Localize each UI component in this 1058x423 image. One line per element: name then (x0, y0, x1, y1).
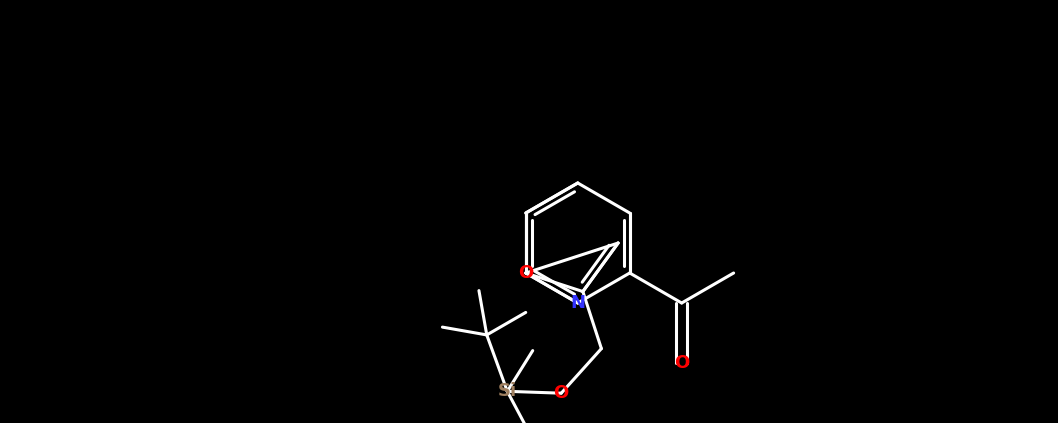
Text: O: O (518, 264, 533, 282)
Text: O: O (674, 354, 690, 372)
Text: N: N (570, 294, 585, 312)
Text: O: O (553, 384, 569, 402)
Text: Si: Si (497, 382, 517, 400)
